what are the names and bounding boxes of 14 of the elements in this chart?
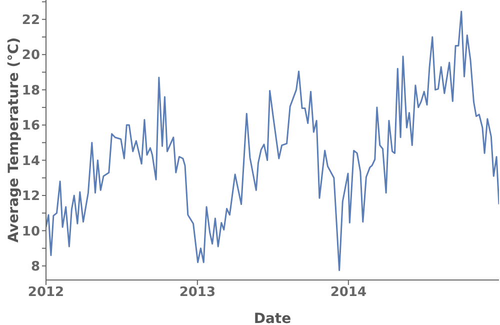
y-tick-label: 10 [22, 224, 40, 240]
y-tick-label: 16 [22, 118, 40, 134]
x-axis-title: Date [254, 311, 292, 325]
y-tick-label: 22 [22, 12, 40, 28]
x-tick-label: 2014 [330, 285, 367, 300]
line-series [46, 10, 499, 272]
y-axis-title: Average Temperature (°C) [6, 37, 22, 243]
x-tick-label: 2013 [179, 285, 216, 300]
x-tick-label: 2012 [28, 285, 64, 300]
y-tick-label: 8 [30, 260, 40, 275]
y-tick-label: 12 [22, 189, 40, 204]
y-tick-label: 20 [22, 48, 40, 64]
y-tick-label: 14 [22, 154, 40, 169]
y-tick-label: 18 [22, 83, 40, 98]
